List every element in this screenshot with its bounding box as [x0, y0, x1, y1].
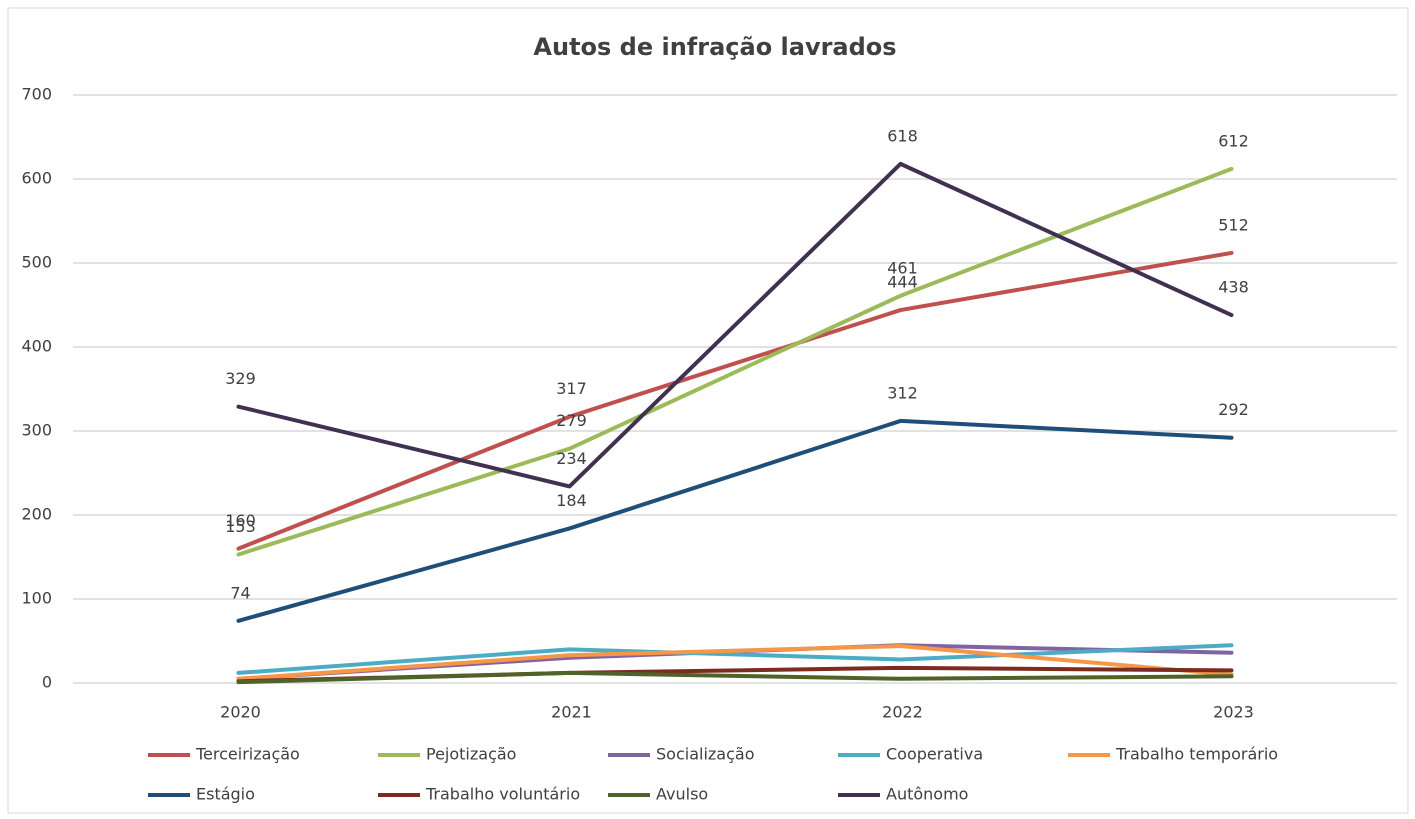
legend-label: Trabalho temporário — [1115, 745, 1278, 764]
legend-label: Avulso — [656, 785, 708, 804]
series-line — [236, 670, 1234, 685]
series-line — [236, 250, 1234, 551]
legend-label: Estágio — [196, 785, 255, 804]
y-tick-label: 300 — [21, 421, 52, 440]
data-label: 512 — [1218, 215, 1249, 234]
data-label: 317 — [556, 379, 587, 398]
data-label: 292 — [1218, 400, 1249, 419]
legend-label: Autônomo — [886, 785, 968, 804]
legend-label: Pejotização — [426, 745, 516, 764]
series-line — [236, 166, 1234, 557]
series-line — [236, 644, 1234, 681]
data-label: 612 — [1218, 131, 1249, 150]
y-tick-label: 100 — [21, 589, 52, 608]
data-label: 160 — [225, 511, 256, 530]
data-label: 329 — [225, 369, 256, 388]
data-label: 312 — [887, 383, 918, 402]
series-line — [236, 161, 1234, 489]
y-tick-label: 400 — [21, 337, 52, 356]
data-label: 153 — [225, 517, 256, 536]
series-line — [236, 418, 1234, 623]
data-label: 279 — [556, 411, 587, 430]
chart-frame — [7, 7, 1409, 814]
legend-label: Terceirização — [195, 745, 300, 764]
y-tick-label: 700 — [21, 85, 52, 104]
data-label: 618 — [887, 126, 918, 145]
legend-label: Cooperativa — [886, 745, 983, 764]
legend-label: Trabalho voluntário — [425, 785, 580, 804]
data-label: 184 — [556, 491, 587, 510]
y-tick-label: 200 — [21, 505, 52, 524]
chart-title: Autos de infração lavrados — [533, 33, 896, 61]
legend-label: Socialização — [656, 745, 754, 764]
data-label: 234 — [556, 449, 587, 468]
series-line — [236, 643, 1234, 675]
x-tick-label: 2021 — [551, 703, 592, 722]
y-tick-label: 500 — [21, 253, 52, 272]
x-tick-label: 2022 — [882, 703, 923, 722]
y-tick-label: 600 — [21, 169, 52, 188]
x-tick-label: 2023 — [1213, 703, 1254, 722]
y-tick-label: 0 — [42, 673, 52, 692]
data-label: 438 — [1218, 278, 1249, 297]
data-label: 461 — [887, 258, 918, 277]
x-tick-label: 2020 — [220, 703, 261, 722]
data-label: 444 — [887, 273, 918, 292]
data-label: 74 — [230, 583, 250, 602]
